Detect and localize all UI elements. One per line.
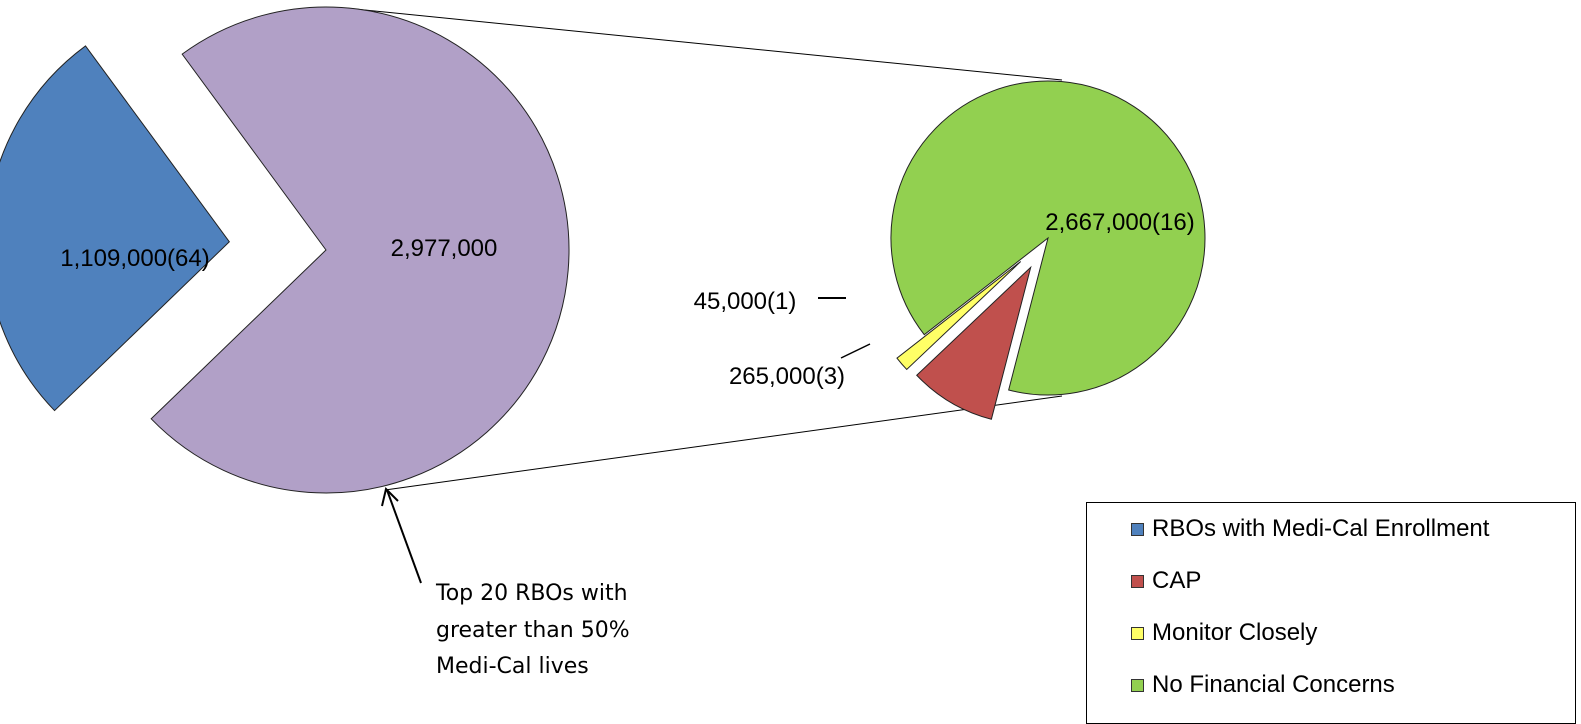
legend-swatch (1131, 626, 1144, 640)
legend-swatch (1131, 522, 1144, 536)
chart-legend: RBOs with Medi-Cal Enrollment CAP Monito… (1086, 502, 1576, 724)
data-label-cap: 265,000(3) (729, 363, 845, 390)
connector-line-bottom (384, 395, 1063, 491)
legend-label: CAP (1152, 567, 1202, 594)
annotation-arrow (381, 487, 422, 584)
data-label-rbos-with-medi-cal-enrollment: 1,109,000(64) (60, 245, 209, 272)
pie-slice-cap (916, 265, 1032, 420)
data-label-top-20-rbos: 2,977,000 (391, 235, 498, 262)
legend-item-cap: CAP (1131, 566, 1201, 596)
legend-label: Monitor Closely (1152, 619, 1318, 646)
legend-label: No Financial Concerns (1152, 671, 1395, 698)
pie-slice-no-financial-concerns (890, 80, 1206, 396)
legend-swatch (1131, 574, 1144, 588)
data-label-monitor-closely: 45,000(1) (694, 288, 797, 315)
pie-slice-top-20-rbos (150, 6, 570, 494)
annotation-line-2: greater than 50% (436, 618, 630, 643)
legend-item-no-financial-concerns: No Financial Concerns (1131, 670, 1395, 700)
annotation-line-3: Medi-Cal lives (436, 654, 589, 679)
leader-line-cap (840, 343, 871, 359)
legend-item-rbos-with-medi-cal-enrollment: RBOs with Medi-Cal Enrollment (1131, 514, 1489, 544)
connector-line-top (344, 7, 1063, 81)
legend-item-monitor-closely: Monitor Closely (1131, 618, 1317, 648)
pie-slice-monitor-closely (896, 261, 1022, 371)
legend-label: RBOs with Medi-Cal Enrollment (1152, 515, 1490, 542)
legend-swatch (1131, 678, 1144, 692)
annotation-line-1: Top 20 RBOs with (435, 581, 628, 606)
data-label-no-financial-concerns: 2,667,000(16) (1045, 209, 1194, 236)
pie-slice-rbos-with-medi-cal-enrollment (0, 45, 231, 412)
